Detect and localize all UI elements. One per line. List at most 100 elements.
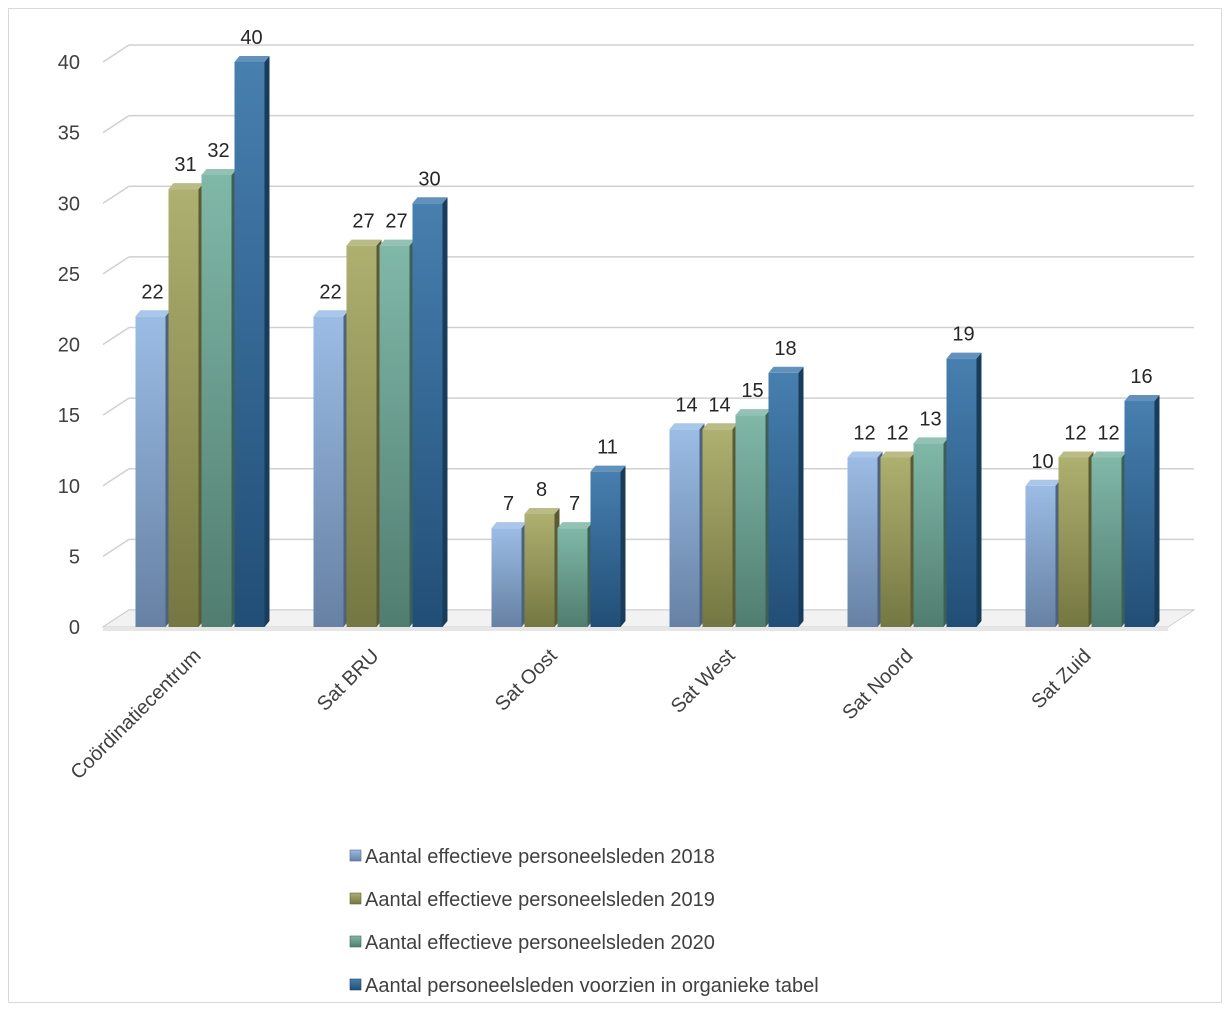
data-label: 12 [1097, 423, 1119, 445]
bar [847, 451, 883, 627]
bar [557, 522, 593, 627]
x-tick-label: Coördinatiecentrum [67, 645, 206, 784]
bar-top [491, 522, 527, 529]
bar-side [442, 197, 448, 627]
data-label: 8 [536, 479, 547, 501]
bar [669, 423, 705, 627]
legend: Aantal effectieve personeelsleden 2018 Aa… [349, 846, 819, 997]
x-tick-label: Sat West [667, 645, 740, 718]
legend-label: Aantal personeelsleden voorzien in organ… [365, 975, 819, 997]
bar-front [379, 245, 410, 627]
bar-front [768, 372, 799, 627]
bar-front [1058, 457, 1089, 627]
data-labels: 22 31 32 40 22 27 27 30 787 11 14 14 15 18 12 12 13 19 10 1… [141, 27, 1152, 515]
bar-front [234, 62, 265, 627]
bar-top [847, 451, 883, 458]
data-label: 40 [240, 27, 262, 49]
bar [1124, 395, 1160, 627]
bar [346, 239, 382, 627]
data-label: 12 [886, 423, 908, 445]
legend-item: Aantal effectieve personeelsleden 2020 [349, 932, 715, 954]
bar [913, 437, 949, 627]
bar-top [913, 437, 949, 444]
bar [590, 465, 626, 627]
x-tick-label: Sat Zuid [1027, 645, 1095, 713]
bar-top [1091, 451, 1127, 458]
bar-top [412, 197, 448, 204]
bar [491, 522, 527, 627]
bar-top [201, 169, 237, 175]
bar-side [264, 56, 270, 627]
bar-front [1124, 401, 1155, 627]
bar-side [620, 465, 626, 627]
bar-top [379, 239, 415, 246]
y-tick-label: 30 [58, 193, 80, 215]
bar [135, 310, 171, 627]
y-tick-label: 15 [58, 405, 80, 427]
bar-top [557, 522, 593, 529]
gridline [102, 185, 130, 204]
bar-front [946, 358, 977, 627]
y-tick-label: 5 [69, 546, 80, 568]
bar-front [1091, 457, 1122, 627]
legend-item: Aantal effectieve personeelsleden 2019 [349, 889, 715, 911]
gridline [102, 397, 130, 416]
bar-top [702, 423, 738, 430]
gridline [102, 256, 130, 275]
bar-top [135, 310, 171, 317]
legend-swatch [349, 935, 362, 948]
bar-top [1058, 451, 1094, 458]
data-label: 7 [569, 493, 580, 515]
y-tick-label: 40 [58, 52, 80, 74]
bar [1025, 479, 1061, 627]
gridline [102, 538, 130, 558]
bar [1058, 451, 1094, 627]
data-label: 10 [1031, 451, 1053, 473]
legend-item: Aantal personeelsleden voorzien in organ… [349, 975, 819, 997]
gridline [102, 468, 130, 487]
bar-top [168, 183, 204, 190]
data-label: 22 [319, 281, 341, 303]
data-label: 19 [952, 324, 974, 346]
y-tick-label: 20 [58, 335, 80, 357]
bar-front [847, 457, 878, 627]
data-label: 12 [853, 423, 875, 445]
bar-front [735, 415, 766, 627]
bar [168, 183, 204, 627]
x-axis: Coördinatiecentrum Sat BRU Sat Oost Sat Wes… [67, 645, 1096, 784]
bar-top [313, 310, 349, 317]
x-tick-label: Sat BRU [313, 645, 384, 716]
x-tick-label: Sat Noord [838, 645, 917, 724]
bar-top [1124, 395, 1160, 401]
data-label: 30 [418, 168, 440, 190]
bar-top [1025, 479, 1061, 486]
data-label: 27 [385, 211, 407, 233]
bar-front [168, 189, 199, 627]
bar [702, 423, 738, 627]
y-axis: 0 5 10 15 20 25 30 35 40 [58, 52, 80, 639]
bar [201, 169, 237, 627]
bar-front [669, 429, 700, 627]
bar [234, 56, 270, 627]
data-label: 18 [774, 338, 796, 360]
data-label: 7 [503, 493, 514, 515]
bar [379, 239, 415, 627]
bar-top [590, 465, 626, 472]
bar-side [798, 366, 804, 627]
bar-front [346, 245, 377, 627]
bar-front [880, 457, 911, 627]
bar-top [234, 56, 270, 62]
bar-front [557, 528, 588, 627]
bar-side [1154, 395, 1160, 627]
bar [412, 197, 448, 627]
y-tick-label: 25 [58, 264, 80, 286]
bar-front [135, 316, 166, 627]
bar [735, 409, 771, 627]
bar-front [491, 528, 522, 627]
legend-swatch [349, 978, 362, 991]
bar-top [669, 423, 705, 430]
legend-item: Aantal effectieve personeelsleden 2018 [349, 846, 715, 868]
x-tick-label: Sat Oost [491, 645, 562, 716]
legend-swatch [349, 849, 362, 862]
